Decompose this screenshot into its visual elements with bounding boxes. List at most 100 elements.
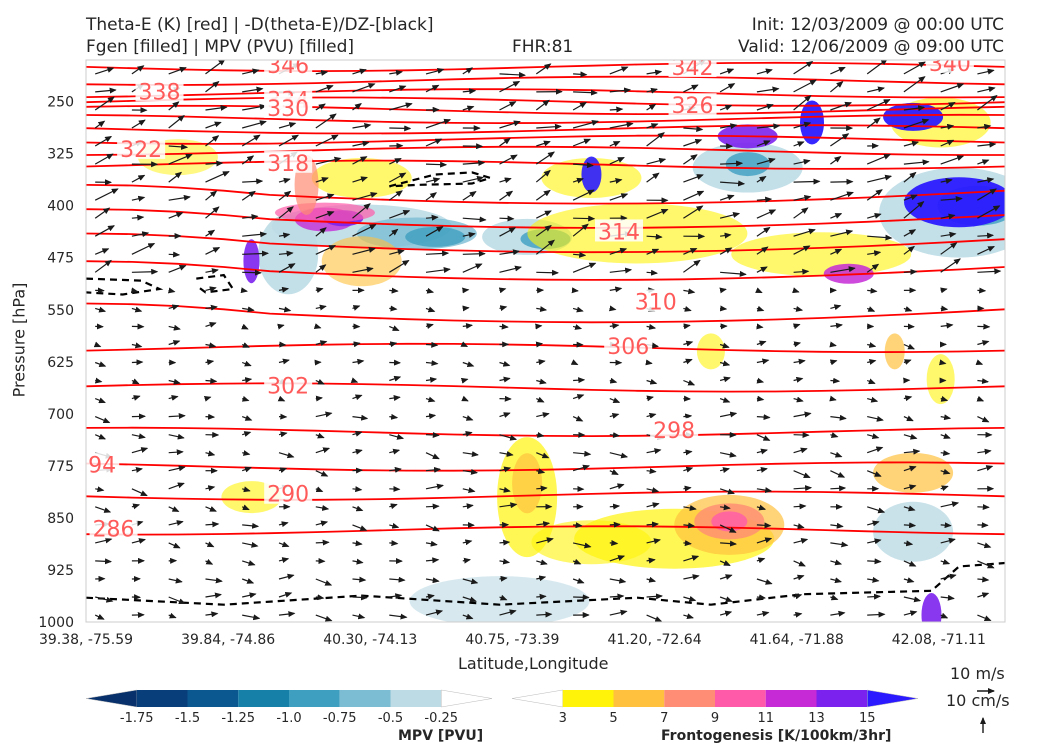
wind-vector (830, 248, 843, 255)
wind-vector (866, 99, 891, 111)
wind-vector (315, 156, 342, 165)
contour-fill (904, 177, 1005, 228)
wind-vector (977, 268, 1002, 275)
wind-vector (425, 432, 440, 439)
y-tick-label: 475 (47, 251, 74, 267)
wind-vector (976, 395, 985, 402)
wind-vector (977, 542, 992, 549)
wind-vector (425, 214, 439, 221)
wind-vector (719, 451, 737, 458)
wind-vector (646, 157, 667, 165)
wind-vector (499, 227, 517, 237)
wind-vector (389, 486, 401, 492)
wind-vector (830, 229, 854, 237)
theta-e-contour (86, 342, 1005, 354)
wind-vector (352, 192, 378, 201)
wind-vector (572, 306, 584, 313)
wind-vector (903, 201, 925, 219)
wind-vector (830, 191, 854, 201)
wind-vector (462, 468, 478, 475)
mpv-colorbar-label: MPV [PVU] (398, 728, 484, 744)
wind-vector (720, 160, 744, 167)
wind-vector (573, 162, 594, 169)
wind-vector (683, 323, 691, 330)
theta-e-contour (86, 75, 1005, 86)
wind-vector (168, 465, 186, 472)
stability-contour (195, 273, 235, 294)
wind-vector (646, 412, 657, 419)
mpv-colorbar-tick-label: -0.75 (323, 711, 357, 726)
wind-vector (903, 522, 917, 529)
theta-e-label-bg (631, 289, 680, 312)
theta-e-label-bg (595, 219, 644, 242)
mpv-colorbar-swatch (390, 690, 442, 707)
theta-e-contour (86, 145, 1005, 156)
wind-vector (352, 203, 371, 219)
wind-vector (462, 175, 484, 183)
wind-vector (241, 395, 250, 402)
wind-vector (205, 592, 222, 599)
wind-vector (425, 609, 444, 616)
wind-vector (573, 251, 587, 258)
wind-vector (315, 264, 327, 273)
wind-vector (315, 504, 330, 511)
wind-vector (829, 341, 837, 348)
wind-vector (241, 504, 250, 511)
wind-vector (867, 287, 878, 294)
wind-vector (205, 485, 216, 492)
wind-vector (977, 95, 998, 111)
wind-vector (389, 172, 407, 183)
wind-vector (719, 83, 736, 93)
wind-vector (977, 504, 990, 511)
wind-vector (570, 359, 579, 366)
fgen-colorbar-extend-right (867, 689, 919, 708)
theta-e-label-bg (604, 333, 653, 356)
wind-vector (352, 505, 364, 512)
wind-vector (830, 522, 844, 529)
wind-vector (830, 304, 842, 311)
wind-vector (793, 158, 811, 165)
wind-vector (646, 123, 659, 129)
wind-vector (425, 593, 435, 600)
wind-vector (131, 242, 156, 255)
wind-vector (830, 432, 839, 438)
wind-vector (719, 574, 733, 580)
wind-vector (573, 522, 583, 529)
wind-vector (793, 396, 804, 403)
wind-vector (352, 247, 376, 255)
wind-vector (242, 377, 253, 384)
wind-vector (352, 524, 368, 531)
x-tick-label: 39.84, -74.86 (181, 632, 275, 648)
wind-vector (830, 66, 846, 75)
wind-vector (94, 416, 111, 424)
wind-vector (830, 594, 839, 601)
wind-vector (536, 412, 550, 418)
wind-vector (793, 121, 812, 129)
wind-vector (95, 486, 105, 493)
wind-vector (205, 541, 215, 548)
theta-e-contour (86, 426, 1005, 438)
wind-vector (388, 228, 399, 237)
wind-vector (793, 523, 805, 529)
wind-vector (940, 485, 949, 492)
wind-vector (646, 87, 658, 94)
wind-vector (536, 611, 553, 618)
wind-vector (131, 342, 143, 349)
plot-frame (85, 59, 1006, 623)
wind-vector (205, 413, 216, 420)
wind-vector (793, 95, 812, 111)
y-tick-label: 700 (47, 407, 74, 423)
wind-vector (830, 414, 847, 421)
wind-vector (499, 190, 514, 201)
wind-vector (830, 610, 846, 617)
wind-vector (535, 341, 544, 348)
wind-vector (683, 174, 704, 183)
wind-vector (95, 306, 107, 313)
wind-vector (756, 323, 764, 330)
wind-vector (205, 506, 217, 512)
wind-vector (977, 576, 990, 583)
wind-vector (94, 153, 114, 165)
wind-vector (168, 378, 181, 385)
theta-e-label-bg (668, 60, 717, 78)
wind-vector (131, 538, 146, 544)
